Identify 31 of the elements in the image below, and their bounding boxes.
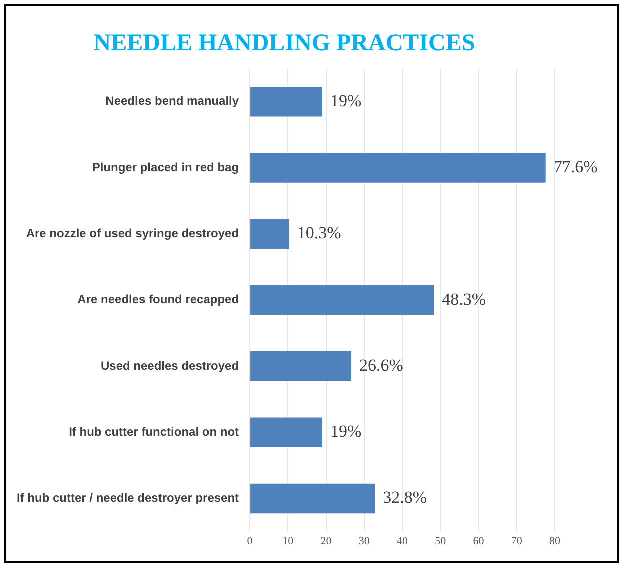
x-tick-label: 60 xyxy=(473,535,485,548)
bar xyxy=(250,352,352,382)
bar xyxy=(250,153,546,183)
y-tick-label: Are nozzle of used syringe destroyed xyxy=(26,226,240,240)
y-tick-label: Needles bend manually xyxy=(106,94,240,108)
data-label: 26.6% xyxy=(359,356,404,375)
x-tick-label: 10 xyxy=(282,535,294,548)
bar xyxy=(250,418,322,448)
data-label: 19% xyxy=(330,91,362,110)
x-tick-label: 30 xyxy=(358,535,370,548)
x-tick-label: 50 xyxy=(435,535,447,548)
y-tick-label: Used needles destroyed xyxy=(100,358,240,373)
y-tick-label: If hub cutter functional on not xyxy=(69,424,240,439)
data-label: 10.3% xyxy=(297,224,342,243)
x-tick-label: 80 xyxy=(550,535,561,548)
y-tick-label: If hub cutter / needle destroyer present xyxy=(16,491,240,506)
bar xyxy=(250,86,322,117)
x-tick-label: 40 xyxy=(397,535,409,548)
y-tick-label: Are needles found recapped xyxy=(78,292,240,307)
data-label: 32.8% xyxy=(383,488,428,508)
chart-title: NEEDLE HANDLING PRACTICES xyxy=(94,30,476,57)
x-tick-label: 70 xyxy=(511,535,523,548)
x-tick-label: 0 xyxy=(247,535,254,548)
bar xyxy=(250,219,290,250)
y-tick-label: Plunger placed in red bag xyxy=(92,160,240,174)
data-label: 77.6% xyxy=(554,157,598,176)
data-label: 48.3% xyxy=(442,290,486,309)
data-label: 19% xyxy=(330,422,362,442)
x-tick-label: 20 xyxy=(320,535,332,548)
bar xyxy=(250,484,376,514)
bar xyxy=(250,285,434,316)
